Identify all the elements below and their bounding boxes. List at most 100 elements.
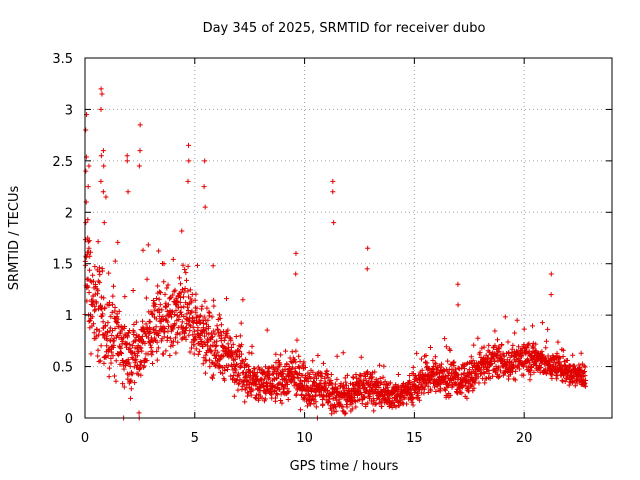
data-point — [240, 297, 246, 303]
data-point — [127, 345, 133, 351]
data-point — [443, 373, 449, 379]
data-point — [125, 361, 131, 367]
data-point — [96, 265, 102, 271]
data-point — [147, 319, 153, 325]
data-point — [419, 384, 425, 390]
data-point — [578, 374, 584, 380]
data-point — [176, 314, 182, 320]
data-point — [582, 383, 588, 389]
data-point — [353, 398, 359, 404]
data-point — [511, 363, 517, 369]
data-point — [483, 352, 489, 358]
data-point — [325, 399, 331, 405]
data-point — [481, 370, 487, 376]
data-point — [393, 404, 399, 410]
data-point — [153, 316, 159, 322]
data-point — [169, 314, 175, 320]
data-point — [215, 349, 221, 355]
data-point — [140, 247, 146, 253]
data-point — [376, 385, 382, 391]
data-point — [110, 301, 116, 307]
data-point — [543, 338, 549, 344]
data-point — [127, 363, 133, 369]
data-point — [157, 289, 163, 295]
data-point — [524, 345, 530, 351]
data-point — [487, 375, 493, 381]
data-point — [154, 295, 160, 301]
data-point — [371, 398, 377, 404]
data-point — [207, 348, 213, 354]
data-point — [86, 238, 92, 244]
data-point — [128, 377, 134, 383]
data-point — [248, 392, 254, 398]
y-tick-label: 0 — [65, 412, 73, 427]
data-point — [211, 297, 217, 303]
data-point — [555, 339, 561, 345]
data-point — [110, 353, 116, 359]
data-point — [205, 317, 211, 323]
data-point — [125, 189, 131, 195]
data-point — [533, 341, 539, 347]
data-point — [424, 381, 430, 387]
data-point — [318, 378, 324, 384]
data-point — [173, 302, 179, 308]
data-point — [172, 321, 178, 327]
data-point — [186, 332, 192, 338]
data-point — [83, 220, 89, 226]
data-point — [85, 239, 91, 245]
data-point — [115, 239, 121, 245]
data-point — [253, 382, 259, 388]
data-point — [112, 305, 118, 311]
data-point — [377, 362, 383, 368]
data-point — [195, 325, 201, 331]
data-point — [273, 351, 279, 357]
data-point — [149, 352, 155, 358]
data-point — [95, 239, 101, 245]
data-point — [289, 349, 295, 355]
data-point — [372, 369, 378, 375]
data-point — [277, 386, 283, 392]
data-point — [423, 353, 429, 359]
data-point — [344, 382, 350, 388]
data-point — [96, 328, 102, 334]
data-point — [152, 335, 158, 341]
data-point — [334, 376, 340, 382]
data-point — [374, 396, 380, 402]
data-point — [307, 371, 313, 377]
data-point — [371, 408, 377, 414]
data-point — [212, 347, 218, 353]
data-point — [126, 360, 132, 366]
data-point — [479, 345, 485, 351]
data-point — [278, 352, 284, 358]
data-point — [105, 320, 111, 326]
data-point — [402, 395, 408, 401]
data-point — [370, 370, 376, 376]
data-point — [168, 343, 174, 349]
data-point — [293, 359, 299, 365]
data-point — [275, 357, 281, 363]
data-point — [279, 400, 285, 406]
data-point — [525, 342, 531, 348]
data-point — [124, 153, 130, 159]
data-point — [415, 394, 421, 400]
data-point — [293, 348, 299, 354]
data-point — [171, 323, 177, 329]
data-point — [230, 341, 236, 347]
data-point — [187, 287, 193, 293]
data-point — [427, 379, 433, 385]
data-point — [530, 340, 536, 346]
data-point — [113, 378, 119, 384]
data-point — [513, 368, 519, 374]
data-point — [98, 343, 104, 349]
data-point — [471, 385, 477, 391]
data-point — [108, 355, 114, 361]
y-tick-label: 1 — [65, 309, 73, 324]
data-point — [294, 372, 300, 378]
data-point — [470, 388, 476, 394]
data-point — [92, 308, 98, 314]
data-point — [208, 334, 214, 340]
data-point — [207, 357, 213, 363]
data-point — [95, 347, 101, 353]
data-point — [492, 358, 498, 364]
data-point — [328, 380, 334, 386]
